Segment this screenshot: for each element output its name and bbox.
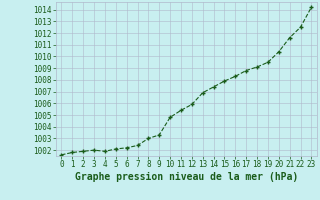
X-axis label: Graphe pression niveau de la mer (hPa): Graphe pression niveau de la mer (hPa) (75, 172, 298, 182)
